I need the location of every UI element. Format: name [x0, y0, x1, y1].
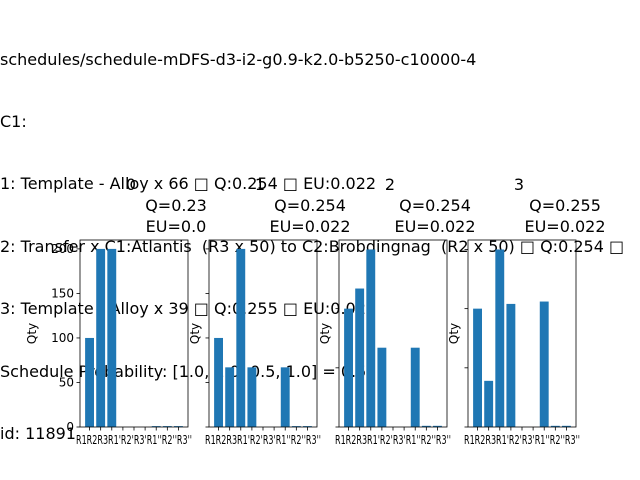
chart-2-xtick-labels: R1R2R3R1'R2'R3'R1''R2''R3'' — [335, 433, 451, 447]
chart-1-bar-R1' — [247, 367, 257, 427]
header-line-probability: Schedule Probability: [1.0, 1.0, 0.5, 1.… — [0, 361, 367, 381]
chart-2-ylabel: Qty — [318, 323, 332, 344]
chart-2-bar-R1'' — [410, 347, 420, 427]
chart-0-bar-R2'' — [162, 426, 172, 427]
chart-0-title-eu: EU=0.0 — [146, 217, 207, 236]
chart-0-title-index: 0 — [126, 175, 136, 194]
chart-1-bar-R3 — [236, 248, 246, 427]
chart-2-bar-R1 — [344, 308, 353, 427]
chart-1-bar-R2 — [225, 367, 235, 427]
chart-0-ytick-label: 50 — [59, 375, 74, 389]
chart-3-bar-R1' — [506, 303, 516, 427]
chart-3-bar-R3'' — [562, 425, 571, 427]
chart-1-frame — [208, 239, 318, 428]
schedule-header: schedules/schedule-mDFS-d3-i2-g0.9-k2.0-… — [0, 8, 640, 466]
chart-1-xtick-labels: R1R2R3R1'R2'R3'R1''R2''R3'' — [205, 433, 321, 447]
header-line-c1: C1: — [0, 111, 27, 131]
chart-0-ylabel: Qty — [25, 323, 39, 344]
header-line-step1: 1: Template - Alloy x 66 □ Q:0.254 □ EU:… — [0, 174, 377, 194]
chart-0-bar-R1 — [85, 337, 94, 427]
header-line-step2: 2: Transfer x C1:Atlantis (R3 x 50) to C… — [0, 236, 625, 256]
chart-1-bar-R1 — [214, 337, 223, 427]
chart-2-title-q: Q=0.254 — [399, 196, 471, 215]
chart-0-ytick-label: 200 — [51, 242, 74, 256]
chart-2-title-eu: EU=0.022 — [394, 217, 475, 236]
chart-0-bar-R3'' — [174, 426, 183, 427]
chart-2-bar-R3'' — [433, 425, 442, 427]
chart-1-ylabel: Qty — [188, 323, 202, 344]
chart-0-bar-R3 — [107, 248, 117, 427]
chart-3-bar-R1 — [473, 308, 482, 427]
chart-3-title-q: Q=0.255 — [529, 196, 601, 215]
chart-0-title-q: Q=0.23 — [145, 196, 207, 215]
chart-1-title-index: 1 — [255, 175, 265, 194]
chart-3-ylabel: Qty — [447, 323, 461, 344]
chart-2-bar-R2 — [355, 288, 365, 427]
chart-2-frame — [338, 239, 448, 428]
chart-0-bar-R2 — [96, 248, 106, 427]
chart-2-title-index: 2 — [385, 175, 395, 194]
chart-1-bar-R1'' — [280, 367, 290, 427]
chart-3-frame — [467, 239, 577, 428]
chart-2-bar-R1' — [377, 347, 387, 427]
chart-2-bar-R3 — [366, 249, 376, 427]
chart-3-bar-R2 — [484, 380, 494, 427]
header-line-path: schedules/schedule-mDFS-d3-i2-g0.9-k2.0-… — [0, 49, 477, 69]
chart-0-ytick-label: 150 — [51, 286, 74, 300]
chart-0-frame — [79, 239, 189, 428]
chart-1-bar-R2'' — [291, 426, 301, 427]
chart-0-xtick-labels: R1R2R3R1'R2'R3'R1''R2''R3'' — [76, 433, 192, 447]
chart-0-ytick-label: 0 — [66, 420, 74, 434]
chart-3-title-index: 3 — [514, 175, 524, 194]
chart-3-bar-R3 — [495, 249, 505, 427]
chart-1-bar-R3'' — [303, 426, 312, 427]
chart-1-title-eu: EU=0.022 — [269, 217, 350, 236]
chart-3-title-eu: EU=0.022 — [524, 217, 605, 236]
chart-0-ytick-label: 100 — [51, 331, 74, 345]
chart-2-bar-R2'' — [421, 425, 431, 427]
header-line-id: id: 11891 — [0, 423, 76, 443]
chart-3-bar-R2'' — [550, 425, 560, 427]
chart-3-bar-R1'' — [539, 301, 549, 427]
chart-3-xtick-labels: R1R2R3R1'R2'R3'R1''R2''R3'' — [464, 433, 580, 447]
chart-0-bar-R1'' — [151, 426, 161, 427]
chart-1-title-q: Q=0.254 — [274, 196, 346, 215]
